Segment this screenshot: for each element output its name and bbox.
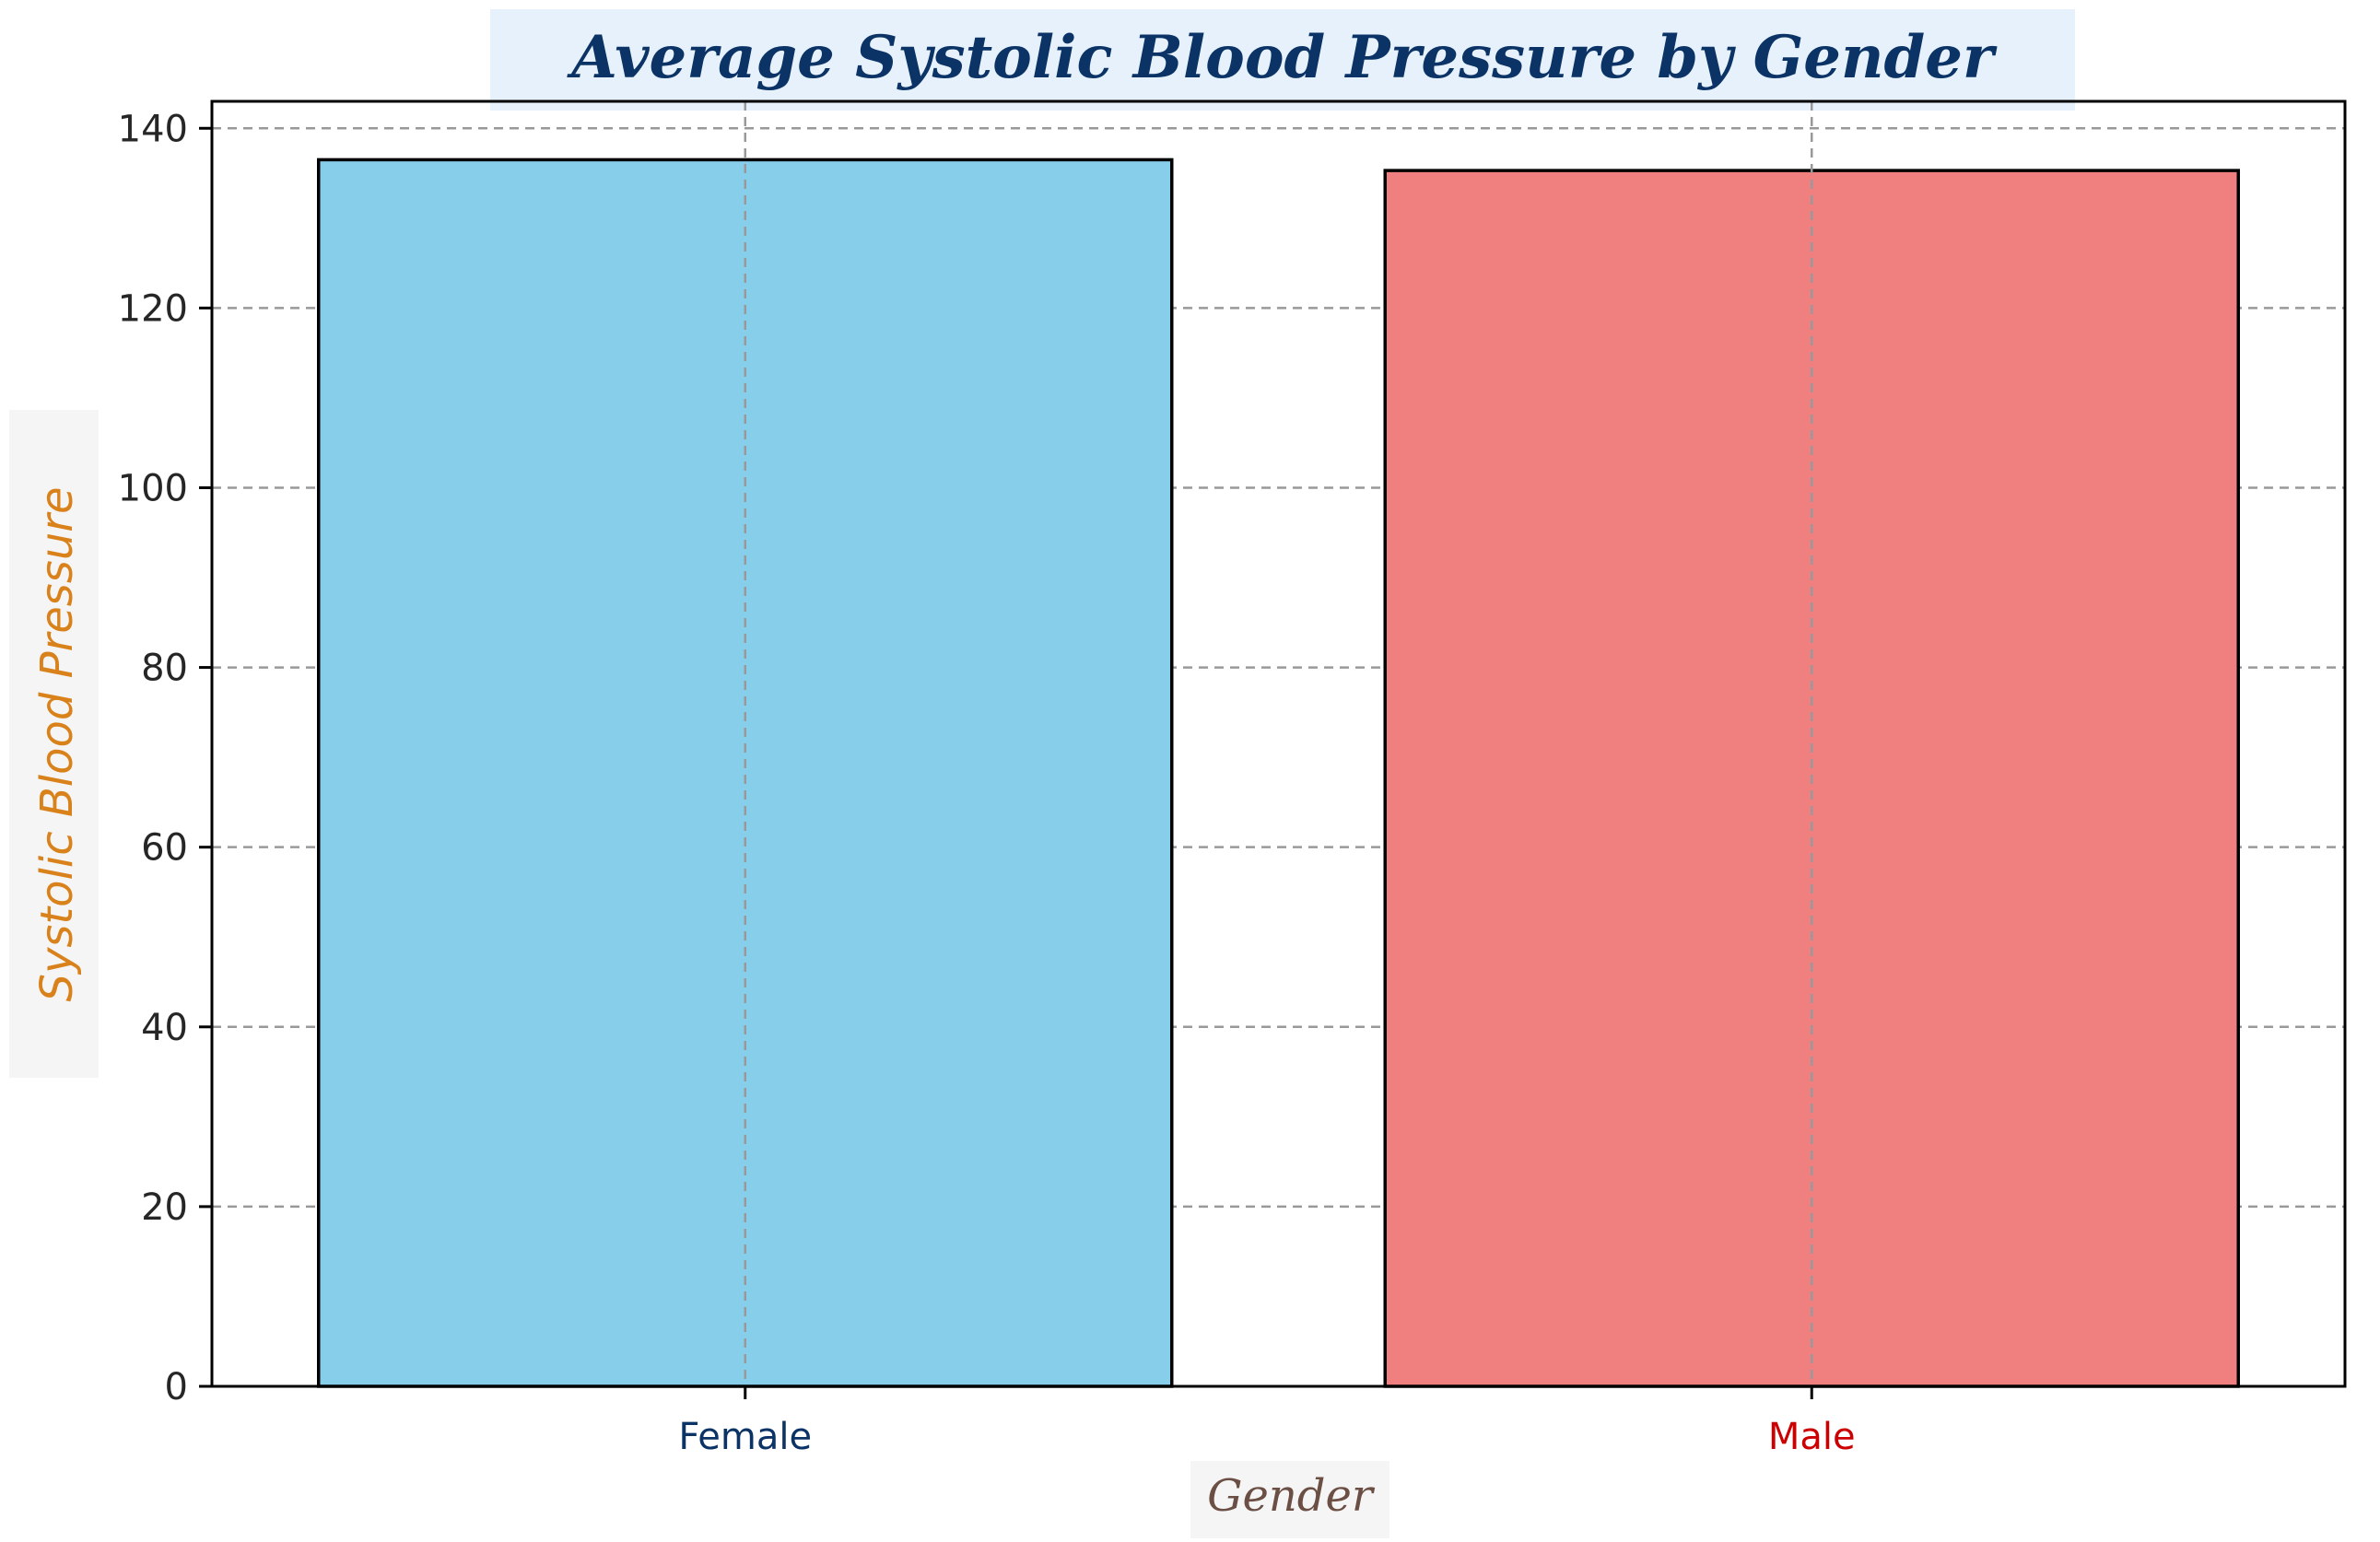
tick-labels: 0 20 40 60 80 100 120 140 Female Male (118, 108, 1856, 1458)
y-axis-label: Systolic Blood Pressure (31, 486, 83, 1001)
vertical-grid (744, 101, 1813, 1386)
axes (210, 99, 2347, 1388)
x-tick-label-female: Female (678, 1416, 812, 1458)
y-tick-label: 0 (165, 1366, 188, 1408)
y-tick-label: 140 (118, 108, 188, 150)
title-group: Average Systolic Blood Pressure by Gende… (490, 9, 2075, 111)
y-tick-label: 40 (141, 1007, 188, 1049)
y-axis-label-group: Systolic Blood Pressure (9, 410, 99, 1078)
y-axis-label-background (9, 410, 99, 1078)
x-axis-label: Gender (1207, 1470, 1376, 1522)
x-axis-label-background (1190, 1461, 1389, 1538)
y-tick-label: 100 (118, 467, 188, 509)
y-tick-label: 20 (141, 1186, 188, 1229)
bars (317, 158, 2240, 1388)
title-background (490, 9, 2075, 111)
y-tick-label: 60 (141, 827, 188, 870)
y-tick-label: 120 (118, 287, 188, 330)
plot-frame (210, 99, 2347, 1388)
y-tick-label: 80 (141, 648, 188, 690)
x-axis-label-group: Gender (1190, 1461, 1389, 1538)
chart-title: Average Systolic Blood Pressure by Gende… (567, 23, 1998, 92)
x-tick-label-male: Male (1768, 1416, 1856, 1458)
